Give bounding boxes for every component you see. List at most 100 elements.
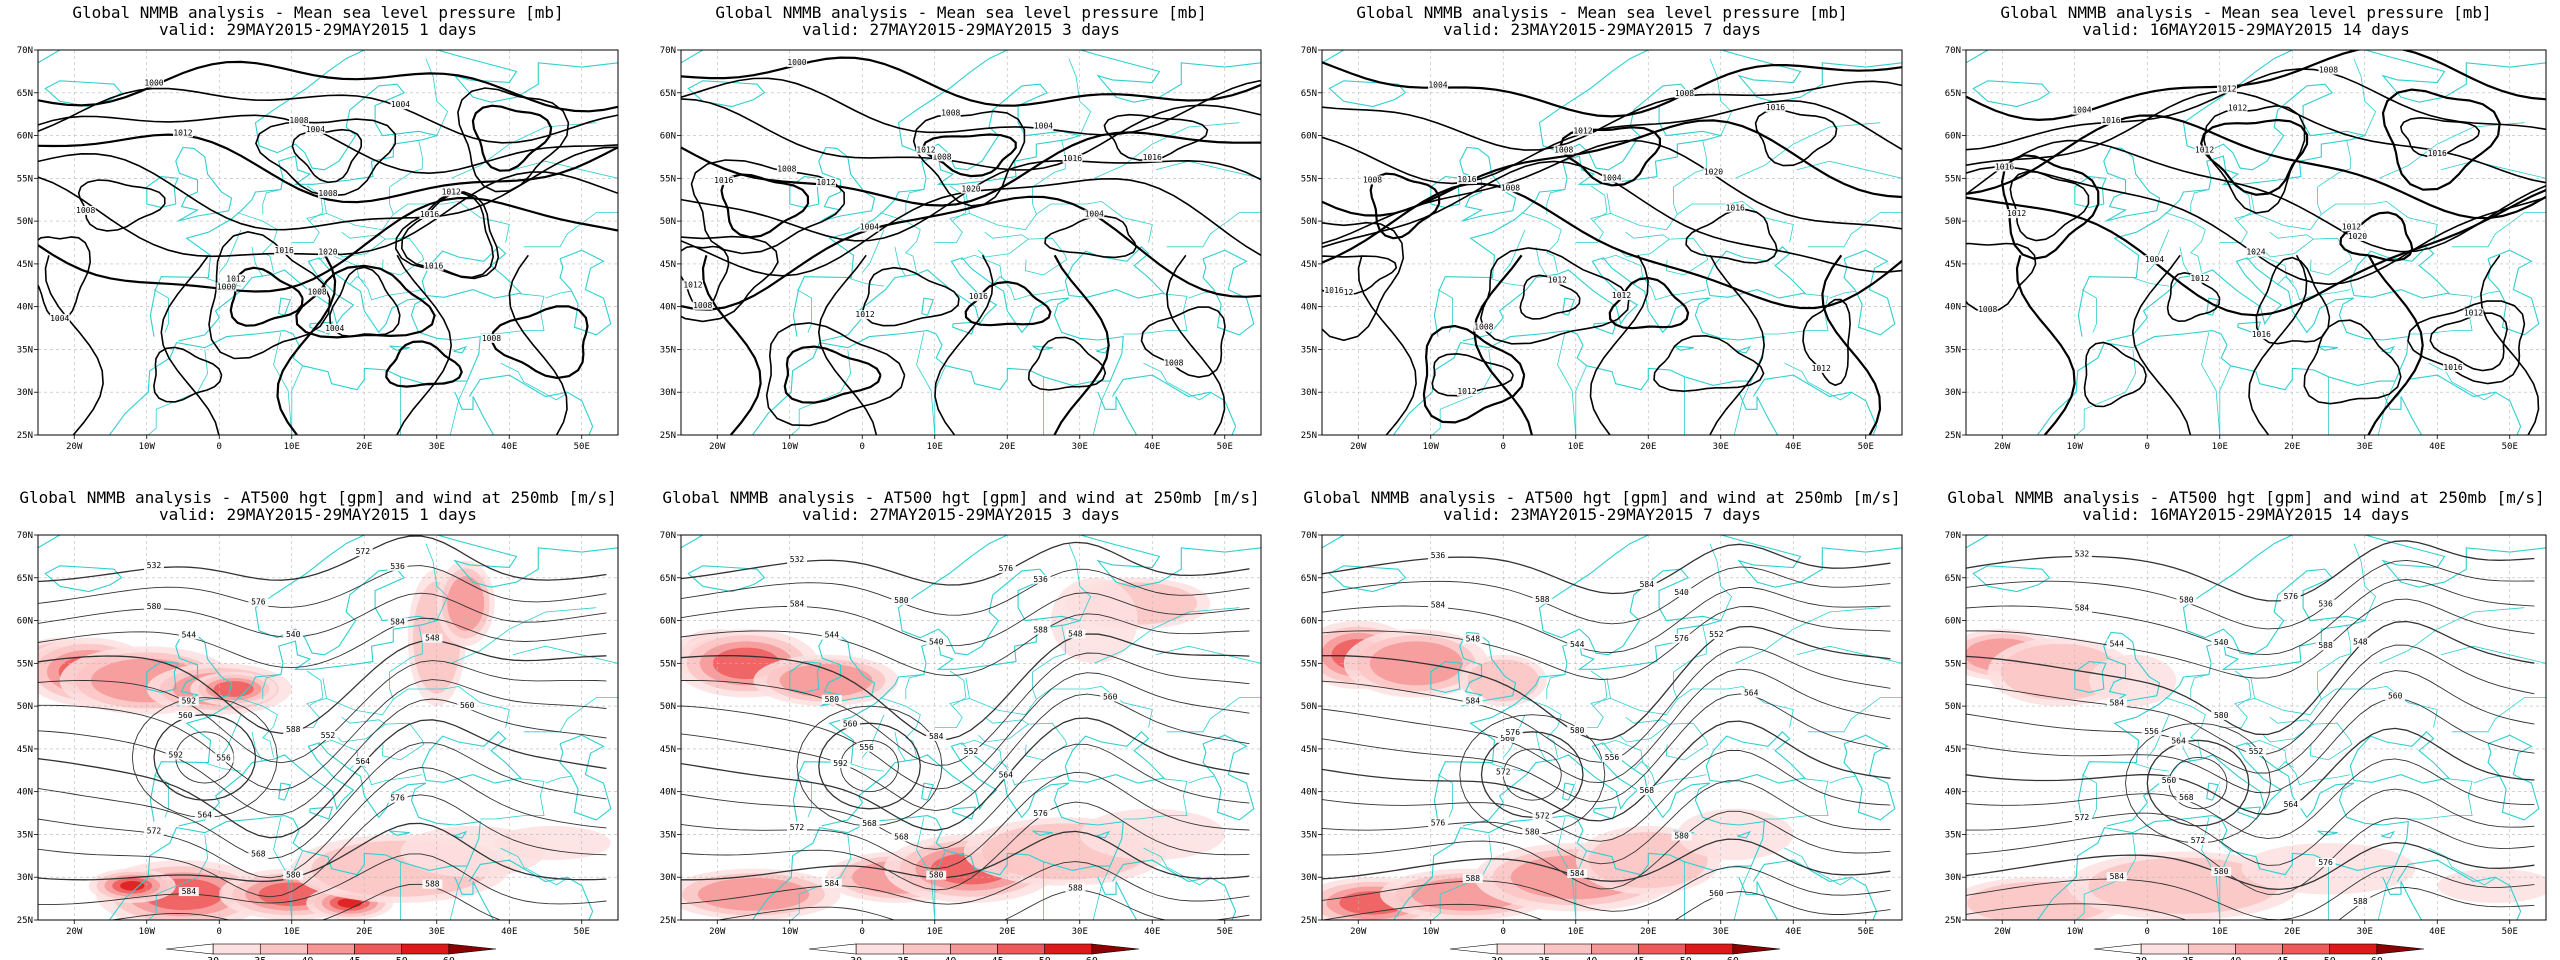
border-line — [2134, 278, 2170, 287]
contour-label: 548 — [1068, 629, 1083, 638]
coastline — [792, 50, 1082, 337]
colorbar-tick-label: 50 — [2324, 956, 2336, 960]
y-tick-label: 45N — [1301, 260, 1317, 270]
contour-label-bg — [248, 849, 269, 859]
contour-label: 540 — [2214, 638, 2229, 647]
border-line — [1807, 697, 1902, 733]
border-line — [1709, 58, 1733, 136]
y-tick-label: 45N — [1945, 260, 1961, 270]
contour-line — [701, 255, 762, 435]
contour-label: 584 — [929, 732, 944, 741]
contour-label: 564 — [2171, 737, 2186, 746]
contour-label: 560 — [2162, 776, 2177, 785]
colorbar-segment — [997, 943, 1046, 955]
contour-label-bg — [995, 564, 1016, 574]
contour-label-bg — [144, 561, 164, 571]
contour-label: 1004 — [1428, 81, 1447, 90]
contour-label: 564 — [1744, 689, 1759, 698]
contour-label-bg — [787, 822, 807, 832]
contour-label-bg — [1977, 305, 1998, 315]
contour-label-bg — [352, 547, 373, 557]
contour-label-bg — [932, 152, 952, 162]
colorbar-segment — [902, 943, 951, 955]
contour-line — [1044, 215, 1137, 259]
contour-label-bg — [2176, 595, 2197, 605]
contour-label-bg — [2315, 599, 2336, 609]
contour-label: 1016 — [2252, 330, 2271, 339]
contour-label: 1016 — [424, 262, 443, 271]
y-tick-label: 35N — [17, 830, 33, 840]
x-tick-label: 10W — [2067, 927, 2084, 937]
colorbar-tick-label: 60 — [2371, 956, 2383, 960]
contour-label-bg — [318, 188, 338, 198]
border-line — [1590, 185, 1608, 221]
contour-line — [1966, 817, 2535, 895]
border-line — [451, 607, 597, 664]
contour-label: 1004 — [391, 100, 410, 109]
coastline — [178, 742, 481, 867]
contour-label: 580 — [286, 871, 301, 880]
contour-label-bg — [1602, 173, 1622, 183]
colorbar-segment — [1091, 943, 1140, 955]
contour-label: 1016 — [420, 210, 439, 219]
x-tick-label: 0 — [2145, 442, 2150, 452]
border-line — [1735, 607, 1881, 664]
coastline — [687, 80, 766, 108]
coastline — [1752, 374, 1878, 435]
colorbar-tick-label: 60 — [1727, 956, 1739, 960]
coastline — [1705, 731, 1806, 784]
contour-label: 560 — [460, 701, 475, 710]
contour-label-bg — [1706, 889, 1727, 899]
contour-line — [2480, 254, 2540, 435]
map-area: 532 536 540 544 548 552 556 560 564 568 572 576 580 5… — [1966, 535, 2546, 920]
contour-label: 1020 — [961, 185, 980, 194]
y-tick-label: 55N — [1301, 174, 1317, 184]
border-line — [1733, 380, 1752, 435]
contour-label: 572 — [1496, 768, 1511, 777]
coastline — [1328, 80, 1407, 108]
colorbar-segment — [2235, 943, 2283, 955]
contour-label-bg — [422, 879, 443, 889]
contour-line — [295, 264, 436, 339]
contour-label: 572 — [1535, 811, 1550, 820]
contour-label: 580 — [929, 871, 944, 880]
y-tick-label: 45N — [17, 745, 33, 755]
contour-line — [2367, 254, 2424, 435]
panel-title: Global NMMB analysis - Mean sea level pr… — [715, 3, 1206, 22]
coastline — [1966, 50, 1989, 64]
contour-line — [38, 114, 618, 175]
border-line — [969, 671, 1037, 716]
x-tick-label: 0 — [860, 927, 865, 937]
contour-label: 544 — [2110, 640, 2125, 649]
y-tick-label: 25N — [17, 916, 33, 926]
coastline — [2103, 631, 2161, 707]
contour-label-bg — [2211, 710, 2232, 720]
coastline — [2206, 782, 2220, 801]
contour-label: 560 — [843, 719, 858, 728]
x-tick-label: 40E — [1785, 927, 1801, 937]
contour-label-bg — [173, 128, 193, 138]
contour-line — [2125, 722, 2271, 844]
x-tick-label: 30E — [429, 442, 445, 452]
contour-line — [1966, 50, 2546, 122]
contour-line — [1754, 109, 1838, 167]
contour-label-bg — [2072, 812, 2092, 822]
x-tick-label: 20E — [2284, 927, 2300, 937]
border-line — [1092, 380, 1111, 435]
y-tick-label: 50N — [1301, 702, 1317, 712]
x-tick-label: 30E — [429, 927, 445, 937]
coastline — [435, 535, 618, 588]
contour-label-bg — [840, 719, 861, 729]
chart-panel: Global NMMB analysis - AT500 hgt [gpm] a… — [660, 488, 1262, 960]
y-tick-label: 30N — [1301, 388, 1317, 398]
map-area: 532 536 540 544 548 552 556 560 564 568 572 576 580 5… — [681, 535, 1261, 920]
border-line — [393, 200, 510, 243]
coastline — [178, 257, 481, 382]
contour-label-bg — [2315, 641, 2336, 651]
coastline — [149, 50, 439, 337]
border-line — [2451, 697, 2546, 733]
contour-label: 552 — [2249, 747, 2264, 756]
panel-subtitle: valid: 23MAY2015-29MAY2015 7 days — [1443, 505, 1761, 524]
y-tick-label: 50N — [660, 217, 676, 227]
x-tick-label: 40E — [501, 442, 517, 452]
